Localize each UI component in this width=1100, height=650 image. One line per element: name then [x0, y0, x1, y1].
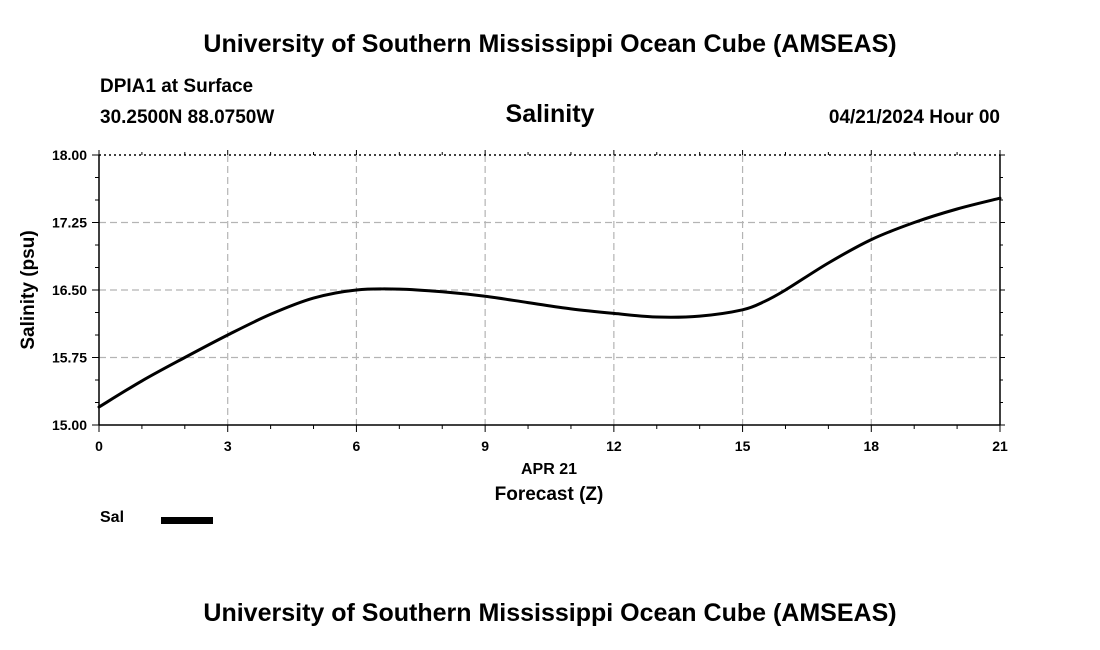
x-tick-label: 18 [863, 438, 879, 454]
series-line-sal [97, 196, 1002, 409]
y-tick-label: 15.75 [52, 350, 87, 366]
location-label: 30.2500N 88.0750W [100, 107, 275, 128]
page-title: University of Southern Mississippi Ocean… [203, 30, 897, 58]
x-tick-label: 0 [95, 438, 103, 454]
legend-swatch [161, 517, 213, 524]
y-tick-label: 17.25 [52, 215, 87, 231]
chart-title: Salinity [505, 100, 595, 128]
station-label: DPIA1 at Surface [100, 76, 254, 97]
x-axis-label: Forecast (Z) [495, 484, 604, 505]
x-tick-label: 9 [481, 438, 489, 454]
datetime-label: 04/21/2024 Hour 00 [828, 107, 1000, 128]
x-tick-label: 15 [735, 438, 751, 454]
x-tick-label: 12 [606, 438, 622, 454]
legend-label: Sal [100, 509, 125, 526]
x-sublabel: APR 21 [521, 461, 577, 478]
x-tick-label: 21 [992, 438, 1008, 454]
x-tick-label: 6 [353, 438, 361, 454]
y-tick-label: 15.00 [52, 417, 87, 433]
y-axis-label: Salinity (psu) [18, 230, 39, 349]
y-tick-label: 16.50 [52, 282, 87, 298]
y-tick-label: 18.00 [52, 147, 87, 163]
x-tick-label: 3 [224, 438, 232, 454]
footer-title: University of Southern Mississippi Ocean… [203, 599, 897, 627]
